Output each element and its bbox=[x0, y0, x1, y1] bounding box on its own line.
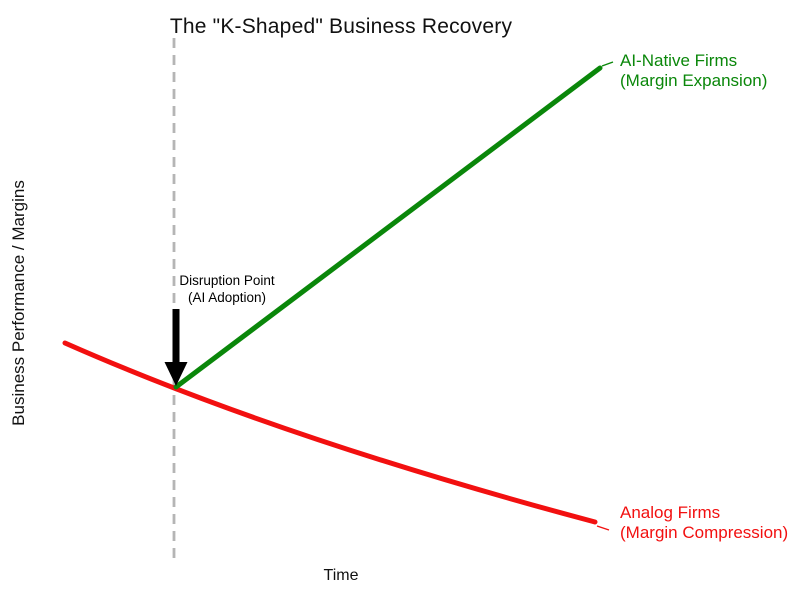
analog-label-connector-line bbox=[596, 525, 610, 531]
y-axis-label: Business Performance / Margins bbox=[9, 180, 28, 426]
ai-native-firms-line bbox=[173, 65, 603, 390]
analog-firms-line bbox=[62, 340, 598, 525]
disruption-point-annotation: Disruption Point (AI Adoption) bbox=[179, 273, 275, 305]
ai-native-firms-label-line1: AI-Native Firms bbox=[620, 51, 737, 70]
x-axis-label: Time bbox=[324, 567, 359, 584]
ai-label-connector-line bbox=[601, 61, 614, 67]
analog-firms-label-line2: (Margin Compression) bbox=[620, 523, 788, 542]
analog-firms-label-line1: Analog Firms bbox=[620, 503, 720, 522]
analog-firms-label: Analog Firms (Margin Compression) bbox=[620, 503, 788, 542]
chart-title: The "K-Shaped" Business Recovery bbox=[170, 15, 513, 38]
down-arrow-icon bbox=[164, 362, 188, 386]
ai-native-firms-label-line2: (Margin Expansion) bbox=[620, 71, 767, 90]
ai-native-firms-label: AI-Native Firms (Margin Expansion) bbox=[620, 51, 767, 90]
disruption-annotation-line1: Disruption Point bbox=[179, 273, 275, 288]
disruption-annotation-line2: (AI Adoption) bbox=[188, 290, 266, 305]
